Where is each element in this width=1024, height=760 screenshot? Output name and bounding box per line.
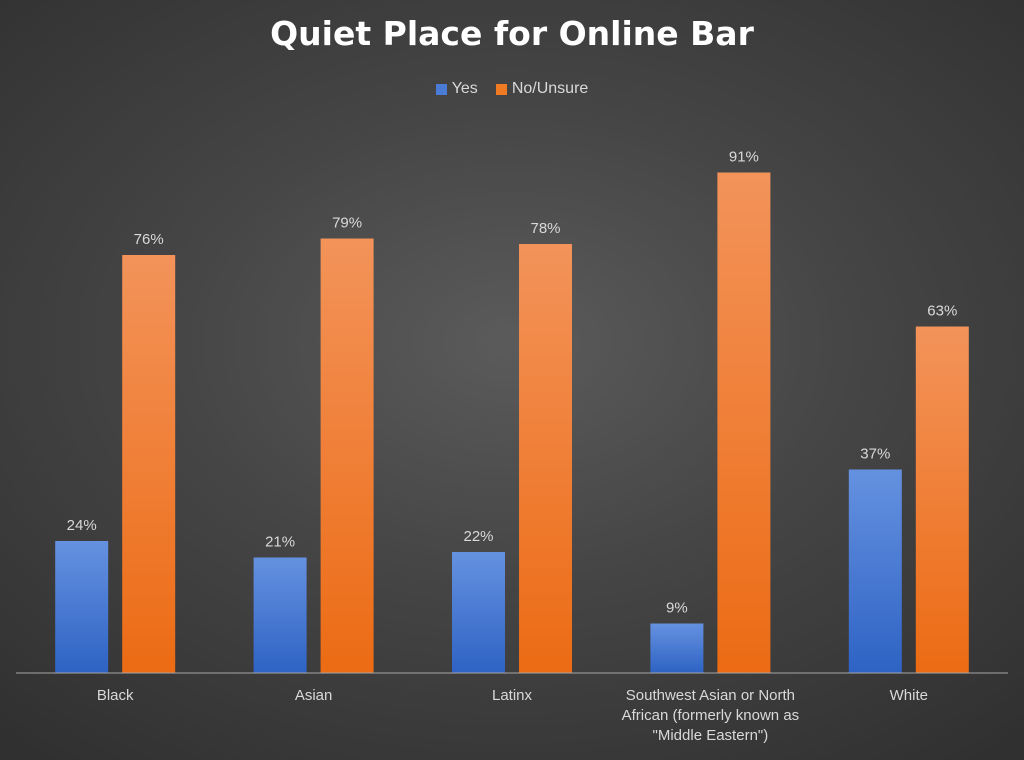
bar-no-unsure-latinx (519, 244, 572, 673)
data-label-yes-white: 37% (860, 446, 890, 463)
category-label-southwest-asian-or-north: Southwest Asian or North African (former… (621, 687, 800, 744)
data-label-yes-latinx: 22% (463, 528, 493, 545)
data-label-yes-southwest-asian-or-north: 9% (666, 600, 688, 617)
chart-title: Quiet Place for Online Bar (270, 14, 754, 53)
data-label-no-unsure-southwest-asian-or-north: 91% (729, 149, 759, 166)
legend-swatch-yes (435, 83, 447, 95)
bar-no-unsure-asian (320, 238, 374, 673)
category-label-asian: Asian (294, 687, 333, 704)
data-label-no-unsure-asian: 79% (332, 215, 362, 232)
bar-yes-latinx (452, 552, 505, 673)
category-label-white: White (889, 687, 928, 704)
bar-yes-asian (253, 557, 307, 673)
data-label-yes-black: 24% (67, 517, 97, 534)
bar-yes-black (55, 541, 109, 673)
legend-swatch-no-unsure (495, 83, 507, 95)
data-label-no-unsure-black: 76% (134, 231, 164, 248)
legend-item-yes: Yes (435, 80, 478, 98)
data-label-no-unsure-white: 63% (927, 303, 957, 320)
bar-no-unsure-black (122, 255, 176, 673)
data-label-no-unsure-latinx: 78% (530, 220, 560, 237)
bar-yes-white (848, 469, 902, 673)
legend-item-no-unsure: No/Unsure (495, 80, 589, 98)
data-label-yes-asian: 21% (265, 534, 295, 551)
bar-no-unsure-white (915, 326, 969, 673)
bar-no-unsure-southwest-asian-or-north (717, 172, 771, 673)
chart-legend: Yes No/Unsure (0, 80, 1024, 98)
bar-yes-southwest-asian-or-north (650, 623, 704, 673)
legend-label-no-unsure: No/Unsure (511, 80, 589, 97)
category-label-latinx: Latinx (491, 687, 533, 704)
legend-label-yes: Yes (451, 80, 478, 97)
category-label-black: Black (96, 687, 134, 704)
